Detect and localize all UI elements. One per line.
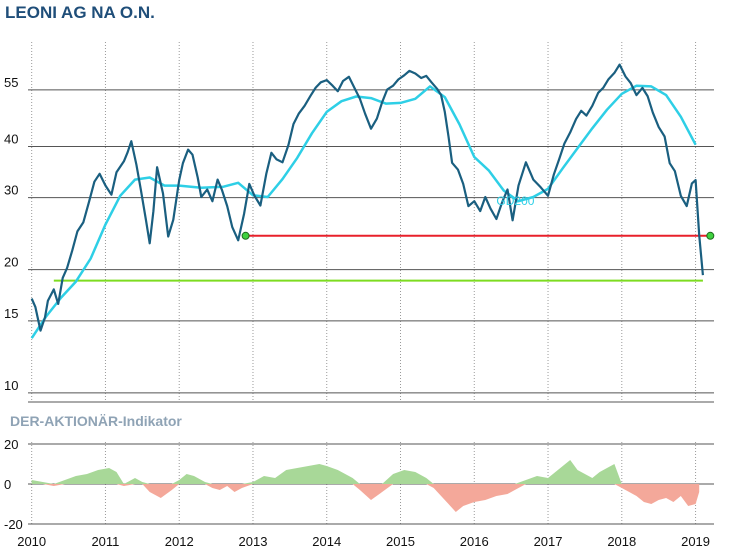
horizontal-lines: [53, 231, 715, 282]
resistance-end-marker: [706, 231, 715, 240]
gd200-label: GD200: [496, 194, 534, 208]
x-tick-2013: 2013: [239, 534, 268, 549]
main-grid: [28, 42, 714, 403]
x-tick-2016: 2016: [460, 534, 489, 549]
y-tick-30: 30: [4, 183, 18, 198]
y-tick-20: 20: [4, 255, 18, 270]
indicator-y-tick-labels: 20 0 -20: [4, 437, 23, 532]
price-line: [30, 63, 704, 332]
y-tick-55: 55: [4, 75, 18, 90]
ind-y-tick-20: 20: [4, 437, 18, 452]
x-tick-2011: 2011: [91, 534, 119, 549]
gd200-line: [30, 84, 697, 339]
chart-title: LEONI AG NA O.N.: [5, 3, 155, 22]
x-tick-2017: 2017: [534, 534, 563, 549]
ind-y-tick--20: -20: [4, 517, 23, 532]
y-tick-15: 15: [4, 306, 18, 321]
x-tick-2019: 2019: [681, 534, 710, 549]
indicator-title: DER-AKTIONÄR-Indikator: [10, 413, 182, 429]
x-tick-2010: 2010: [17, 534, 46, 549]
price-series: [30, 63, 704, 339]
indicator-positive-area: [31, 460, 700, 484]
y-tick-40: 40: [4, 131, 18, 146]
x-tick-2018: 2018: [607, 534, 636, 549]
x-tick-2015: 2015: [386, 534, 415, 549]
y-tick-10: 10: [4, 378, 18, 393]
main-y-tick-labels: 10 15 20 30 40 55: [4, 75, 18, 393]
indicator-area: [31, 460, 700, 512]
x-tick-2012: 2012: [165, 534, 194, 549]
x-tick-labels: 2010 2011 2012 2013 2014 2015 2016 2017 2018 2019: [17, 534, 710, 549]
resistance-start-marker: [241, 231, 250, 240]
indicator-negative-area: [31, 484, 700, 512]
ind-y-tick-0: 0: [4, 477, 11, 492]
x-tick-2014: 2014: [312, 534, 341, 549]
